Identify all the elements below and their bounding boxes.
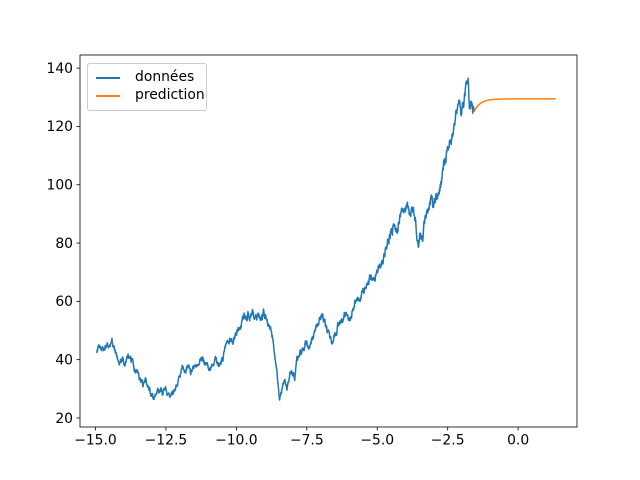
- legend-entry: prediction: [92, 87, 205, 105]
- legend-entry: données: [92, 69, 200, 87]
- x-tick-label: −12.5: [145, 433, 188, 449]
- x-tick-label: −5.0: [360, 433, 394, 449]
- y-tick-label: 140: [46, 61, 73, 77]
- legend: données prediction: [87, 63, 207, 111]
- y-tick-label: 100: [46, 178, 73, 194]
- axes-spines: [79, 54, 578, 428]
- y-tick-label: 20: [55, 411, 73, 427]
- x-tick-label: −2.5: [431, 433, 465, 449]
- y-tick-label: 60: [55, 294, 73, 310]
- y-tick-label: 80: [55, 236, 73, 252]
- series-line-prediction: [473, 98, 556, 113]
- y-tick-label: 120: [46, 119, 73, 135]
- x-tick-label: −15.0: [74, 433, 117, 449]
- legend-label: prediction: [135, 87, 205, 104]
- x-tick-label: −10.0: [215, 433, 258, 449]
- legend-line-sample-prediction: [96, 95, 120, 97]
- legend-label: données: [135, 69, 195, 86]
- series-line-donnes: [96, 77, 475, 401]
- legend-line-sample-donnees: [96, 77, 120, 79]
- y-tick-label: 40: [55, 352, 73, 368]
- x-tick-label: 0.0: [507, 433, 529, 449]
- x-tick-label: −7.5: [290, 433, 324, 449]
